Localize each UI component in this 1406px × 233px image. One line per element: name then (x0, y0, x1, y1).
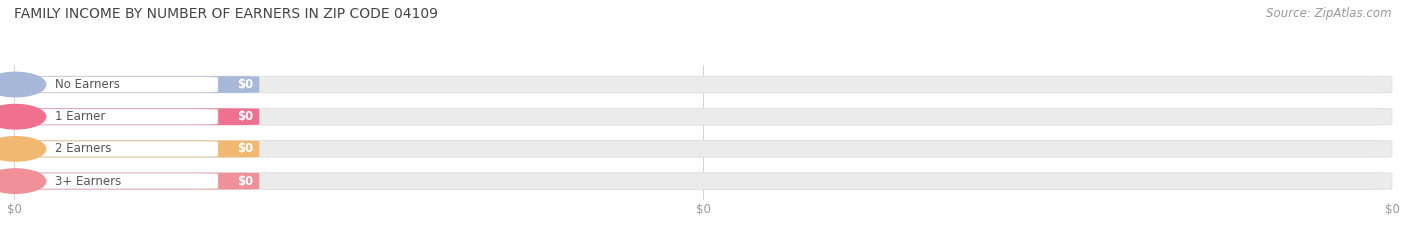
Text: 3+ Earners: 3+ Earners (55, 175, 122, 188)
Text: $0: $0 (238, 78, 253, 91)
Text: FAMILY INCOME BY NUMBER OF EARNERS IN ZIP CODE 04109: FAMILY INCOME BY NUMBER OF EARNERS IN ZI… (14, 7, 439, 21)
Text: $0: $0 (238, 175, 253, 188)
Text: $0: $0 (238, 110, 253, 123)
Ellipse shape (0, 72, 46, 97)
FancyBboxPatch shape (14, 140, 1392, 157)
FancyBboxPatch shape (14, 173, 218, 189)
FancyBboxPatch shape (14, 76, 259, 93)
Text: $0: $0 (238, 142, 253, 155)
Text: 2 Earners: 2 Earners (55, 142, 112, 155)
FancyBboxPatch shape (14, 173, 1392, 189)
FancyBboxPatch shape (14, 108, 1392, 125)
FancyBboxPatch shape (14, 109, 218, 124)
Text: 1 Earner: 1 Earner (55, 110, 105, 123)
FancyBboxPatch shape (14, 140, 259, 157)
FancyBboxPatch shape (14, 108, 259, 125)
FancyBboxPatch shape (14, 76, 1392, 93)
Ellipse shape (0, 137, 46, 161)
FancyBboxPatch shape (14, 173, 259, 189)
Ellipse shape (0, 169, 46, 193)
FancyBboxPatch shape (14, 141, 218, 157)
FancyBboxPatch shape (14, 77, 218, 92)
Text: No Earners: No Earners (55, 78, 121, 91)
Text: Source: ZipAtlas.com: Source: ZipAtlas.com (1267, 7, 1392, 20)
Ellipse shape (0, 104, 46, 129)
